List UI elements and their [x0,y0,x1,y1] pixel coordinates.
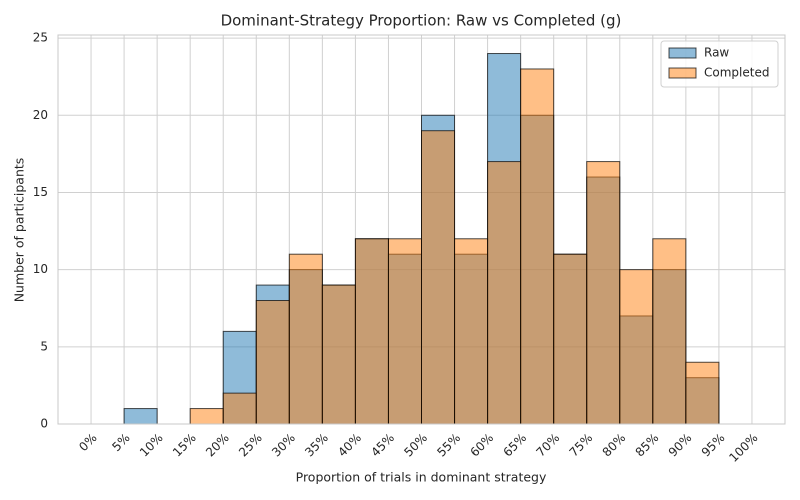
histogram-bar [454,238,489,425]
histogram-bar [123,408,158,425]
y-axis-label: Number of participants [12,158,27,303]
legend-swatch [668,67,697,79]
histogram-bar [619,269,654,425]
y-tick-label: 5 [40,339,48,353]
histogram-bar [520,68,555,425]
legend-label: Completed [704,66,769,80]
y-tick-label: 25 [33,31,48,45]
x-axis-label: Proportion of trials in dominant strateg… [296,470,547,485]
histogram-bar [586,161,621,425]
chart-title: Dominant-Strategy Proportion: Raw vs Com… [221,12,622,30]
histogram-bar [189,408,224,425]
histogram-bar [487,161,522,425]
y-tick-label: 20 [33,108,48,122]
histogram-bar [222,392,257,425]
y-tick-label: 15 [33,185,48,199]
histogram-bar [288,253,323,425]
y-tick-label: 10 [33,262,48,276]
legend-swatch [668,47,697,59]
plot-frame [57,34,786,425]
histogram-bar [354,238,389,425]
histogram-bar [387,238,423,425]
histogram-bar [421,130,456,425]
histogram-bar [321,284,356,425]
histogram-bar [553,253,588,425]
legend: Raw Completed [660,40,779,88]
histogram-bar [652,238,687,425]
histogram-bar [255,300,290,425]
histogram-bar [685,361,720,425]
y-tick-label: 0 [40,417,48,431]
legend-label: Raw [704,46,729,60]
